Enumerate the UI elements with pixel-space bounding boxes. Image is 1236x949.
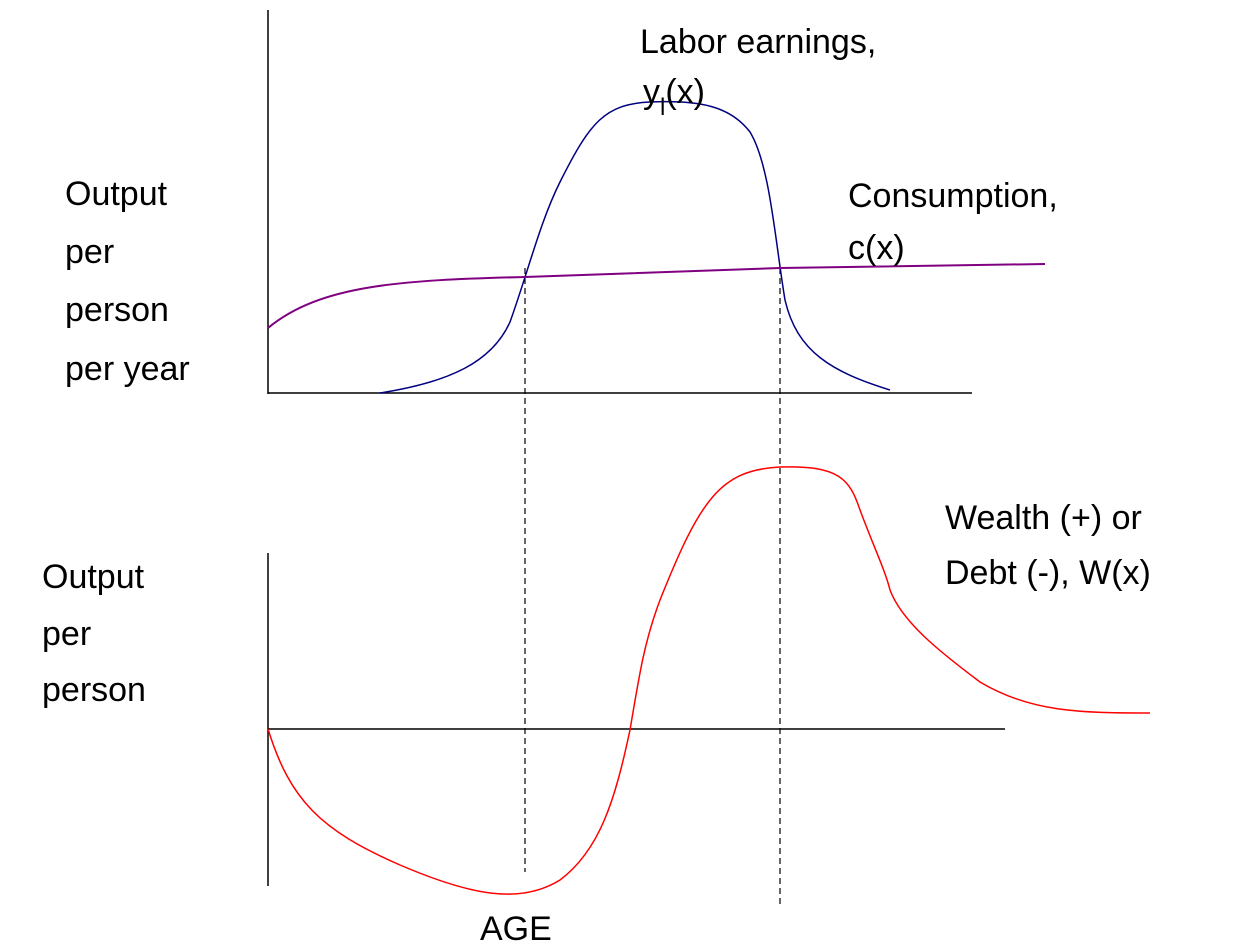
- earnings-symbol: yl(x): [643, 73, 705, 121]
- y-label: Output: [65, 175, 168, 213]
- y-label: person: [42, 671, 146, 709]
- consumption-label: Consumption,: [848, 177, 1058, 215]
- y-label: per: [42, 615, 91, 653]
- y-label: Output: [42, 558, 145, 596]
- subscript: l: [660, 94, 665, 121]
- symbol: y: [643, 73, 660, 111]
- earnings-label: Labor earnings,: [640, 23, 876, 61]
- y-label: per year: [65, 350, 190, 388]
- argument: (x): [665, 73, 705, 111]
- y-label: per: [65, 233, 114, 271]
- wealth-label: Debt (-), W(x): [945, 554, 1151, 592]
- y-label: person: [65, 291, 169, 329]
- consumption-curve: [267, 263, 1046, 329]
- wealth-curve: [267, 466, 1151, 895]
- consumption-label: c(x): [848, 229, 905, 267]
- wealth-label: Wealth (+) or: [945, 499, 1142, 537]
- earnings-curve: [379, 100, 891, 394]
- x-label: AGE: [480, 910, 552, 948]
